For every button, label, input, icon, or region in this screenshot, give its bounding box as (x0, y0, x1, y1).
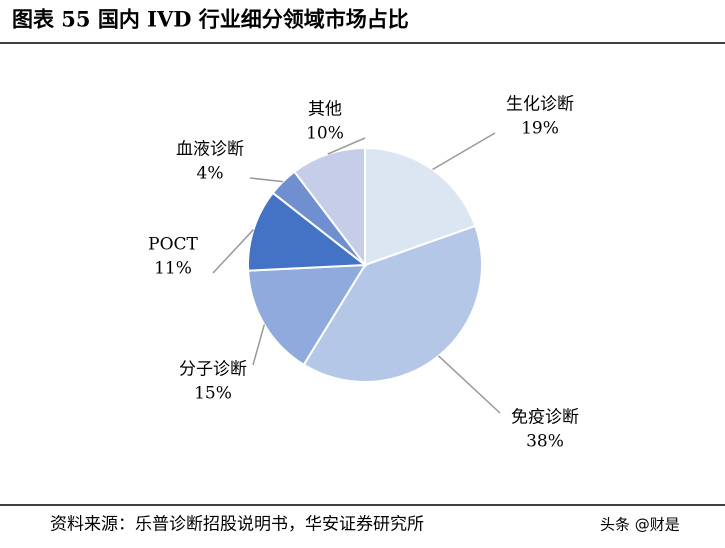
slice-label: 生化诊断 (506, 95, 574, 115)
slice-label: 其他 (308, 100, 342, 120)
leader-line (327, 137, 366, 155)
pie-slice (293, 146, 366, 268)
value-label: 10% (306, 124, 344, 144)
leader-line (252, 324, 266, 366)
pie-slice (247, 263, 367, 367)
value-label: 38% (526, 432, 564, 452)
chart-title: 图表 55 国内 IVD 行业细分领域市场占比 (12, 7, 409, 32)
slice-label: 血液诊断 (176, 140, 244, 160)
watermark: 头条 @财是 (600, 516, 680, 534)
leader-line (432, 132, 496, 171)
leader-line (212, 229, 255, 274)
value-label: 19% (521, 119, 559, 139)
value-label: 4% (197, 164, 224, 184)
leader-line (438, 355, 501, 414)
value-label: 11% (154, 259, 192, 279)
leader-line (249, 177, 284, 183)
slice-label: POCT (148, 235, 198, 255)
value-label: 15% (194, 384, 232, 404)
slice-label: 分子诊断 (179, 360, 247, 380)
pie-slice (247, 191, 368, 272)
slice-label: 免疫诊断 (511, 408, 579, 428)
source: 资料来源：乐普诊断招股说明书，华安证券研究所 (50, 515, 424, 535)
